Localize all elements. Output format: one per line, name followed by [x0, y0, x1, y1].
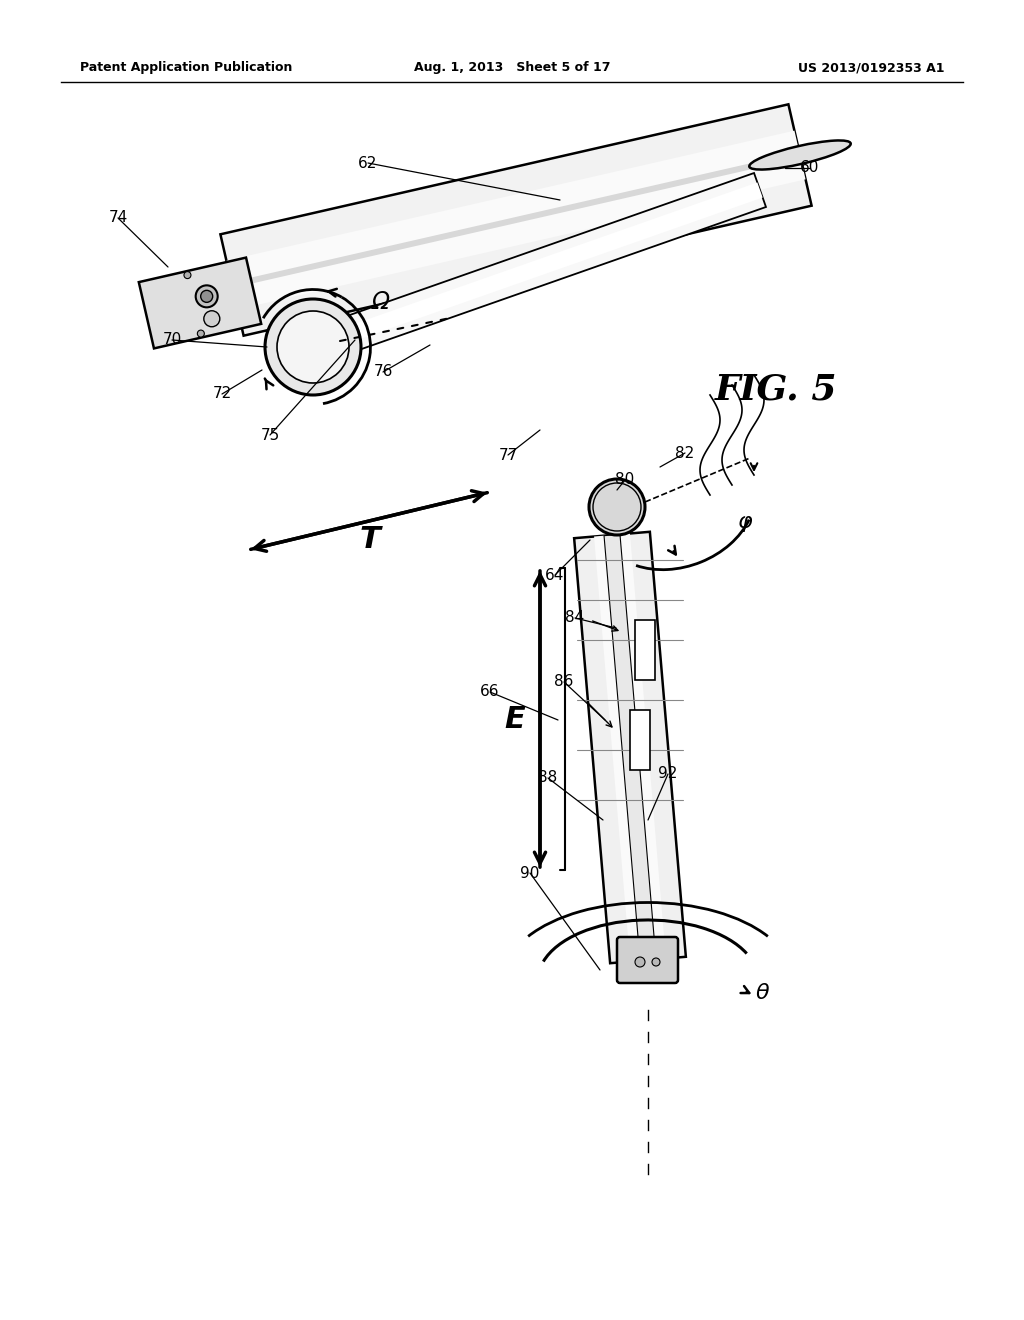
- Text: 76: 76: [374, 364, 392, 380]
- Text: Patent Application Publication: Patent Application Publication: [80, 62, 293, 74]
- Text: θ: θ: [755, 983, 769, 1003]
- Polygon shape: [604, 535, 656, 961]
- Text: E: E: [505, 705, 525, 734]
- Ellipse shape: [196, 285, 218, 308]
- Ellipse shape: [198, 330, 205, 337]
- Text: 92: 92: [658, 767, 678, 781]
- Text: 60: 60: [801, 161, 819, 176]
- Ellipse shape: [635, 957, 645, 968]
- Text: Ω: Ω: [372, 290, 390, 314]
- Ellipse shape: [201, 290, 213, 302]
- Polygon shape: [310, 182, 763, 355]
- Polygon shape: [231, 152, 801, 288]
- Text: 84: 84: [565, 610, 585, 626]
- Ellipse shape: [278, 312, 349, 383]
- Text: FIG. 5: FIG. 5: [715, 374, 838, 407]
- Text: 80: 80: [615, 473, 635, 487]
- Ellipse shape: [750, 140, 851, 169]
- Text: 82: 82: [676, 446, 694, 461]
- Polygon shape: [594, 533, 666, 961]
- Polygon shape: [307, 173, 766, 364]
- Text: 64: 64: [546, 568, 564, 582]
- Text: 90: 90: [520, 866, 540, 880]
- Ellipse shape: [184, 272, 190, 279]
- Text: 77: 77: [499, 447, 517, 462]
- Text: T: T: [359, 525, 380, 554]
- Polygon shape: [630, 710, 650, 770]
- Polygon shape: [139, 257, 261, 348]
- Ellipse shape: [265, 300, 361, 395]
- Polygon shape: [226, 131, 806, 309]
- Text: 88: 88: [539, 771, 558, 785]
- Text: φ: φ: [737, 512, 753, 532]
- Text: 72: 72: [212, 387, 231, 401]
- Text: US 2013/0192353 A1: US 2013/0192353 A1: [798, 62, 944, 74]
- FancyBboxPatch shape: [617, 937, 678, 983]
- Polygon shape: [574, 532, 686, 964]
- Ellipse shape: [589, 479, 645, 535]
- Text: 70: 70: [163, 333, 181, 347]
- Text: Aug. 1, 2013   Sheet 5 of 17: Aug. 1, 2013 Sheet 5 of 17: [414, 62, 610, 74]
- Text: 75: 75: [260, 428, 280, 442]
- Polygon shape: [220, 104, 812, 335]
- Ellipse shape: [204, 310, 220, 327]
- Text: 62: 62: [358, 156, 378, 170]
- Text: 74: 74: [109, 210, 128, 226]
- Text: 66: 66: [480, 685, 500, 700]
- Text: 86: 86: [554, 675, 573, 689]
- Polygon shape: [635, 620, 655, 680]
- Ellipse shape: [652, 958, 660, 966]
